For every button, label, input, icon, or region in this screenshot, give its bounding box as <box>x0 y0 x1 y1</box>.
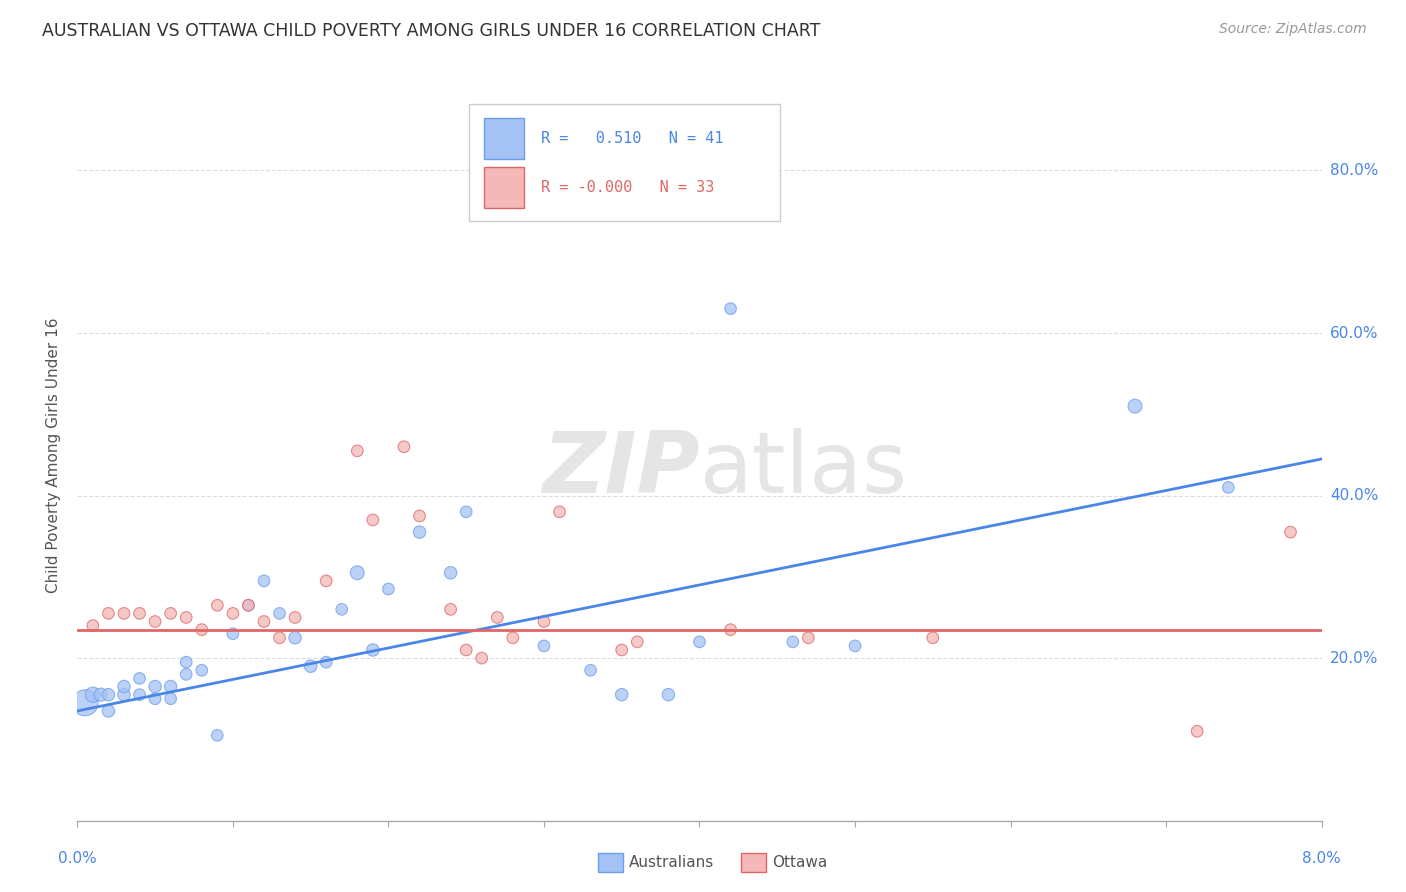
Point <box>689 635 711 649</box>
Point <box>377 582 399 596</box>
Point <box>174 667 197 681</box>
Point <box>159 607 181 621</box>
Point <box>191 623 214 637</box>
Text: R =   0.510   N = 41: R = 0.510 N = 41 <box>541 131 724 146</box>
Point <box>361 513 384 527</box>
Text: ZIP: ZIP <box>541 428 700 511</box>
Bar <box>484 119 524 159</box>
Point <box>143 680 166 694</box>
Point <box>502 631 524 645</box>
Point <box>174 655 197 669</box>
Point <box>97 688 120 702</box>
Text: 20.0%: 20.0% <box>1330 650 1378 665</box>
Point <box>284 631 307 645</box>
Text: 60.0%: 60.0% <box>1330 326 1378 341</box>
Point <box>610 688 633 702</box>
Point <box>112 688 135 702</box>
Y-axis label: Child Poverty Among Girls Under 16: Child Poverty Among Girls Under 16 <box>46 318 62 592</box>
Point <box>471 651 494 665</box>
Text: 40.0%: 40.0% <box>1330 488 1378 503</box>
Point <box>222 607 245 621</box>
Point <box>128 688 150 702</box>
Point <box>128 607 150 621</box>
Point <box>844 639 866 653</box>
Text: R = -0.000   N = 33: R = -0.000 N = 33 <box>541 180 714 195</box>
Point <box>143 691 166 706</box>
Point <box>299 659 322 673</box>
Point <box>90 688 112 702</box>
Point <box>159 680 181 694</box>
Point <box>610 643 633 657</box>
Point <box>222 626 245 640</box>
Point <box>626 635 648 649</box>
Point <box>315 574 337 588</box>
Point <box>782 635 804 649</box>
Point <box>720 301 742 316</box>
Point <box>253 574 276 588</box>
Point <box>392 440 415 454</box>
Text: 80.0%: 80.0% <box>1330 163 1378 178</box>
Point <box>330 602 353 616</box>
Point <box>361 643 384 657</box>
Point <box>579 663 602 677</box>
Point <box>75 696 97 710</box>
Point <box>253 615 276 629</box>
Point <box>238 599 260 613</box>
Point <box>159 691 181 706</box>
Point <box>269 631 291 645</box>
Point <box>797 631 820 645</box>
Point <box>408 525 430 540</box>
Point <box>174 610 197 624</box>
Point <box>456 505 478 519</box>
Point <box>346 443 368 458</box>
Text: Australians: Australians <box>628 855 714 870</box>
Point <box>128 672 150 686</box>
Point <box>284 610 307 624</box>
Text: 8.0%: 8.0% <box>1302 851 1341 866</box>
Bar <box>484 168 524 208</box>
Point <box>456 643 478 657</box>
Point <box>207 599 229 613</box>
Point <box>315 655 337 669</box>
Point <box>533 615 555 629</box>
Point <box>720 623 742 637</box>
Point <box>533 639 555 653</box>
Point <box>82 618 104 632</box>
Point <box>82 688 104 702</box>
Point <box>408 508 430 523</box>
Point <box>1187 724 1209 739</box>
Text: AUSTRALIAN VS OTTAWA CHILD POVERTY AMONG GIRLS UNDER 16 CORRELATION CHART: AUSTRALIAN VS OTTAWA CHILD POVERTY AMONG… <box>42 22 821 40</box>
Point <box>548 505 571 519</box>
Point <box>1123 399 1146 413</box>
Text: Ottawa: Ottawa <box>772 855 827 870</box>
Point <box>346 566 368 580</box>
Point <box>657 688 679 702</box>
Text: Source: ZipAtlas.com: Source: ZipAtlas.com <box>1219 22 1367 37</box>
Point <box>921 631 943 645</box>
Point <box>440 602 463 616</box>
Point <box>440 566 463 580</box>
Point <box>97 704 120 718</box>
Point <box>486 610 509 624</box>
FancyBboxPatch shape <box>470 103 780 221</box>
Point <box>143 615 166 629</box>
Point <box>1279 525 1302 540</box>
Point <box>1218 480 1240 494</box>
Point <box>207 728 229 742</box>
Text: atlas: atlas <box>700 428 907 511</box>
Point <box>238 599 260 613</box>
Point <box>191 663 214 677</box>
Text: 0.0%: 0.0% <box>58 851 97 866</box>
Point <box>112 607 135 621</box>
Point <box>269 607 291 621</box>
Point <box>112 680 135 694</box>
Point <box>97 607 120 621</box>
